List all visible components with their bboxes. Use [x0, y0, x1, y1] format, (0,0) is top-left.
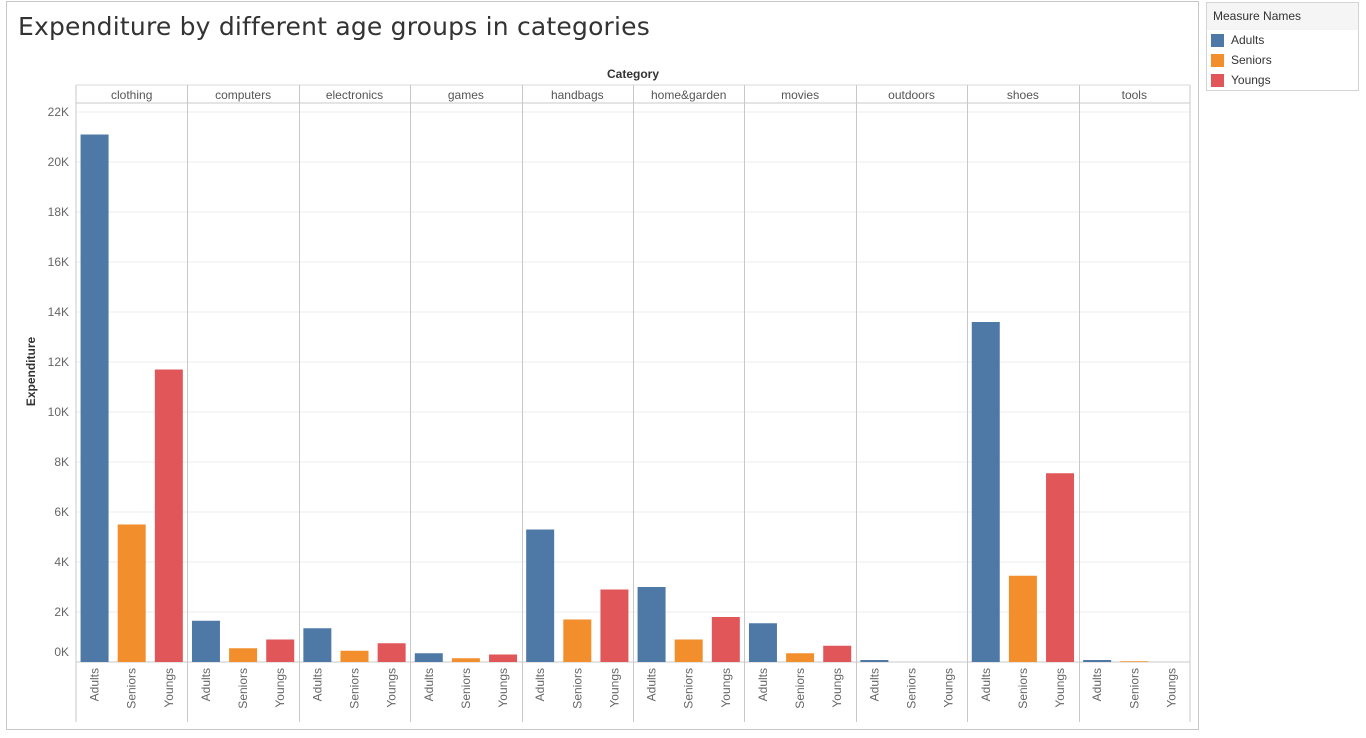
- x-tick-label-home-garden-youngs: Youngs: [719, 668, 733, 708]
- bar-handbags-adults[interactable]: [526, 529, 555, 663]
- category-header-electronics[interactable]: electronics: [326, 88, 383, 102]
- bar-handbags-youngs[interactable]: [600, 589, 629, 663]
- bar-outdoors-adults[interactable]: [860, 660, 889, 662]
- x-tick-label-shoes-seniors: Seniors: [1016, 668, 1030, 709]
- bar-electronics-adults[interactable]: [303, 628, 332, 662]
- category-header-handbags[interactable]: handbags: [551, 88, 604, 102]
- x-tick-label-home-garden-adults: Adults: [645, 668, 659, 701]
- bar-electronics-youngs[interactable]: [377, 643, 406, 662]
- bar-home-garden-seniors[interactable]: [674, 639, 703, 663]
- x-tick-label-movies-youngs: Youngs: [830, 668, 844, 708]
- x-tick-label-computers-adults: Adults: [199, 668, 213, 701]
- y-tick-label-16k: 16K: [48, 255, 69, 269]
- legend-label-adults: Adults: [1231, 33, 1265, 47]
- bar-handbags-seniors[interactable]: [563, 619, 592, 663]
- legend: Measure Names Adults Seniors Youngs: [1206, 2, 1359, 91]
- category-header-games[interactable]: games: [448, 88, 484, 102]
- category-header-shoes[interactable]: shoes: [1007, 88, 1039, 102]
- x-tick-label-games-youngs: Youngs: [496, 668, 510, 708]
- legend-swatch-seniors: [1211, 53, 1224, 67]
- bar-tools-seniors[interactable]: [1120, 661, 1149, 662]
- x-tick-label-movies-seniors: Seniors: [793, 668, 807, 709]
- y-tick-label-6k: 6K: [54, 505, 69, 519]
- bar-shoes-youngs[interactable]: [1046, 473, 1075, 662]
- bar-games-seniors[interactable]: [451, 658, 480, 662]
- bar-movies-youngs[interactable]: [823, 645, 852, 662]
- legend-title: Measure Names: [1207, 3, 1358, 30]
- bar-games-youngs[interactable]: [489, 654, 518, 663]
- y-tick-label-18k: 18K: [48, 205, 69, 219]
- y-tick-label-4k: 4K: [54, 555, 69, 569]
- x-tick-label-tools-adults: Adults: [1090, 668, 1104, 701]
- bar-home-garden-youngs[interactable]: [711, 617, 740, 662]
- y-tick-label-0k: 0K: [54, 645, 69, 659]
- x-tick-label-outdoors-youngs: Youngs: [942, 668, 956, 708]
- x-tick-label-clothing-seniors: Seniors: [125, 668, 139, 709]
- bar-movies-adults[interactable]: [748, 623, 777, 662]
- bar-clothing-youngs[interactable]: [154, 369, 183, 663]
- bar-tools-adults[interactable]: [1083, 660, 1112, 662]
- x-tick-label-games-adults: Adults: [422, 668, 436, 701]
- bar-shoes-seniors[interactable]: [1008, 575, 1037, 662]
- bar-home-garden-adults[interactable]: [637, 587, 666, 662]
- x-tick-label-clothing-youngs: Youngs: [162, 668, 176, 708]
- x-tick-label-tools-seniors: Seniors: [1127, 668, 1141, 709]
- legend-label-youngs: Youngs: [1231, 73, 1271, 87]
- category-header-home-garden[interactable]: home&garden: [651, 88, 726, 102]
- bar-electronics-seniors[interactable]: [340, 650, 369, 662]
- x-tick-label-electronics-youngs: Youngs: [385, 668, 399, 708]
- x-tick-label-clothing-adults: Adults: [88, 668, 102, 701]
- bar-computers-seniors[interactable]: [229, 648, 258, 662]
- x-tick-label-computers-youngs: Youngs: [273, 668, 287, 708]
- bar-shoes-adults[interactable]: [971, 322, 1000, 662]
- legend-item-adults[interactable]: Adults: [1207, 30, 1358, 50]
- x-tick-label-shoes-youngs: Youngs: [1053, 668, 1067, 708]
- category-header-movies[interactable]: movies: [781, 88, 819, 102]
- y-tick-label-20k: 20K: [48, 155, 69, 169]
- bar-clothing-seniors[interactable]: [117, 524, 146, 663]
- category-header-tools[interactable]: tools: [1122, 88, 1147, 102]
- x-tick-label-outdoors-adults: Adults: [867, 668, 881, 701]
- bar-clothing-adults[interactable]: [80, 134, 109, 663]
- y-tick-label-14k: 14K: [48, 305, 69, 319]
- category-header-outdoors[interactable]: outdoors: [888, 88, 935, 102]
- y-tick-label-22k: 22K: [48, 105, 69, 119]
- x-tick-label-electronics-seniors: Seniors: [348, 668, 362, 709]
- bar-games-adults[interactable]: [414, 653, 443, 662]
- y-tick-label-2k: 2K: [54, 605, 69, 619]
- legend-item-youngs[interactable]: Youngs: [1207, 70, 1358, 90]
- y-tick-label-12k: 12K: [48, 355, 69, 369]
- x-tick-label-electronics-adults: Adults: [310, 668, 324, 701]
- x-tick-label-tools-youngs: Youngs: [1164, 668, 1178, 708]
- y-tick-label-8k: 8K: [54, 455, 69, 469]
- legend-swatch-youngs: [1211, 73, 1224, 87]
- column-header-title: Category: [607, 67, 659, 81]
- category-header-computers[interactable]: computers: [215, 88, 271, 102]
- legend-label-seniors: Seniors: [1231, 53, 1272, 67]
- legend-swatch-adults: [1211, 33, 1224, 47]
- category-header-clothing[interactable]: clothing: [111, 88, 152, 102]
- x-tick-label-home-garden-seniors: Seniors: [682, 668, 696, 709]
- x-tick-label-movies-adults: Adults: [756, 668, 770, 701]
- x-tick-label-handbags-adults: Adults: [533, 668, 547, 701]
- chart-title: Expenditure by different age groups in c…: [18, 12, 650, 41]
- legend-item-seniors[interactable]: Seniors: [1207, 50, 1358, 70]
- x-tick-label-outdoors-seniors: Seniors: [905, 668, 919, 709]
- y-tick-label-10k: 10K: [48, 405, 69, 419]
- x-tick-label-handbags-youngs: Youngs: [607, 668, 621, 708]
- bar-computers-youngs[interactable]: [266, 639, 295, 663]
- x-tick-label-games-seniors: Seniors: [459, 668, 473, 709]
- x-tick-label-shoes-adults: Adults: [979, 668, 993, 701]
- y-axis-label: Expenditure: [24, 337, 38, 407]
- bar-movies-seniors[interactable]: [786, 653, 815, 662]
- x-tick-label-computers-seniors: Seniors: [236, 668, 250, 709]
- x-tick-label-handbags-seniors: Seniors: [570, 668, 584, 709]
- bar-computers-adults[interactable]: [191, 620, 220, 662]
